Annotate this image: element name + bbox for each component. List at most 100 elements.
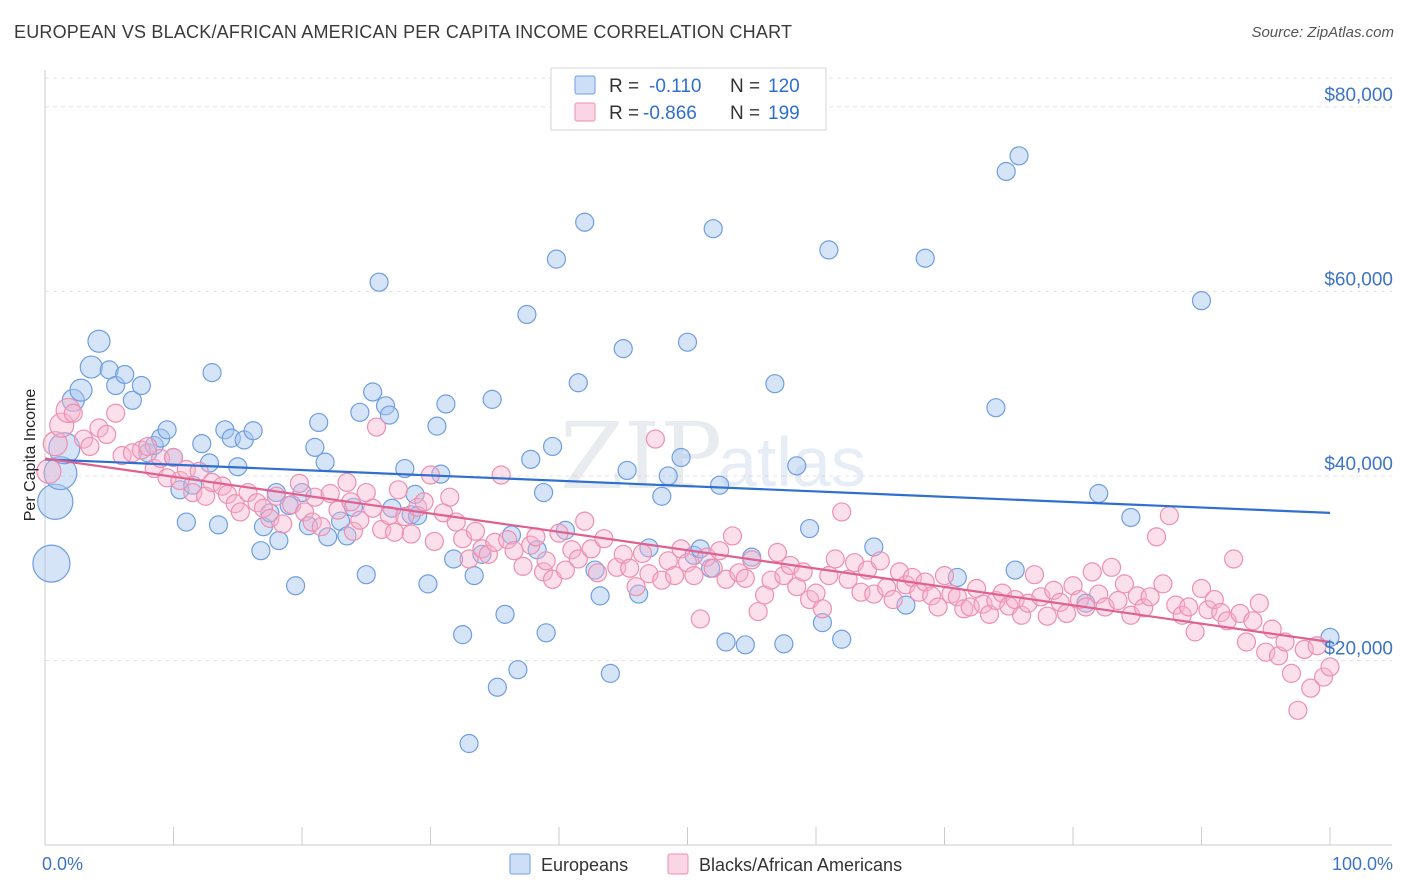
legend-n-value: 199 [768,103,800,124]
data-point [513,556,533,576]
data-point [928,597,948,617]
data-point [350,402,370,422]
data-point [440,487,460,507]
data-point [1320,657,1340,677]
data-point [703,558,723,578]
data-point [922,586,942,606]
data-point [986,398,1006,418]
data-point [1082,562,1102,582]
data-point [799,518,820,539]
data-point [1313,667,1334,687]
watermark: ZIP atlas [560,403,866,510]
legend-row-europeans: R = -0.110 N = 120 [574,75,800,97]
data-point [1159,506,1179,526]
x-tick-label: 0.0% [42,854,83,874]
data-point [106,403,126,423]
data-point [1275,632,1295,652]
data-point [343,521,363,541]
data-point [645,429,665,449]
data-point [767,542,788,563]
data-point [1005,560,1025,580]
data-point [453,625,473,645]
data-point [690,609,710,629]
data-point [388,480,408,500]
data-point [629,584,649,604]
data-point [427,416,447,436]
data-point [73,429,94,449]
data-point [1069,589,1090,610]
data-point [379,405,399,425]
legend-r-label: R = [609,76,639,97]
watermark-zip: ZIP [560,403,722,510]
data-point [472,544,492,564]
data-point [787,456,807,476]
data-point [337,472,357,493]
data-point [832,629,852,649]
data-point [632,543,653,564]
data-point [1294,639,1314,660]
data-point [1011,605,1032,625]
data-point [1134,598,1154,618]
data-point [294,502,315,522]
data-point [832,502,852,522]
data-point [585,560,605,580]
data-point [311,517,331,537]
data-point [710,475,730,495]
data-point [703,219,723,239]
legend-row-black-african-americans: R = -0.866 N = 199 [574,102,800,124]
y-tick-label: $40,000 [1324,454,1393,475]
data-point [684,565,704,586]
legend-swatch-europeans [574,75,596,95]
data-point [555,560,576,580]
data-point [761,570,781,590]
data-point [568,549,588,569]
data-point [36,458,62,484]
data-point [677,332,698,352]
data-point [315,452,335,472]
data-point [459,733,479,754]
y-tick-label: $60,000 [1324,269,1393,290]
data-point [176,512,196,532]
data-point [436,394,456,414]
x-ticks [44,827,1331,845]
data-point [363,498,383,518]
data-point [954,599,974,619]
data-point [883,589,903,610]
data-point [587,563,608,583]
data-point [157,420,177,440]
data-point [1236,632,1257,652]
trend-lines [44,457,1331,644]
data-point [1185,622,1205,642]
data-point [424,531,444,552]
data-point [269,530,289,551]
data-point [199,453,220,473]
data-point [575,511,595,531]
data-point [478,544,498,564]
data-point [915,248,935,268]
legend-r-label: R = [609,103,639,124]
data-point [600,663,621,683]
data-point [138,436,158,457]
data-point [97,424,117,445]
data-point [716,632,736,652]
chart-source: Source: ZipAtlas.com [1251,24,1394,41]
data-point [812,613,833,633]
data-point [825,549,845,569]
data-point [665,565,685,586]
data-point [1101,557,1122,577]
data-point [285,576,306,596]
data-point [350,510,370,530]
data-point [774,634,794,654]
data-point [658,466,678,486]
data-point [192,434,212,454]
data-point [1288,700,1308,720]
data-point [652,570,672,590]
data-point [1024,565,1045,585]
data-point [1153,574,1173,594]
data-point [289,473,310,493]
legend: R = -0.110 N = 120 R = -0.866 N = 199 [550,67,827,131]
data-point [230,502,250,522]
data-point [536,623,556,643]
data-point [79,355,103,379]
legend-box [550,67,827,131]
